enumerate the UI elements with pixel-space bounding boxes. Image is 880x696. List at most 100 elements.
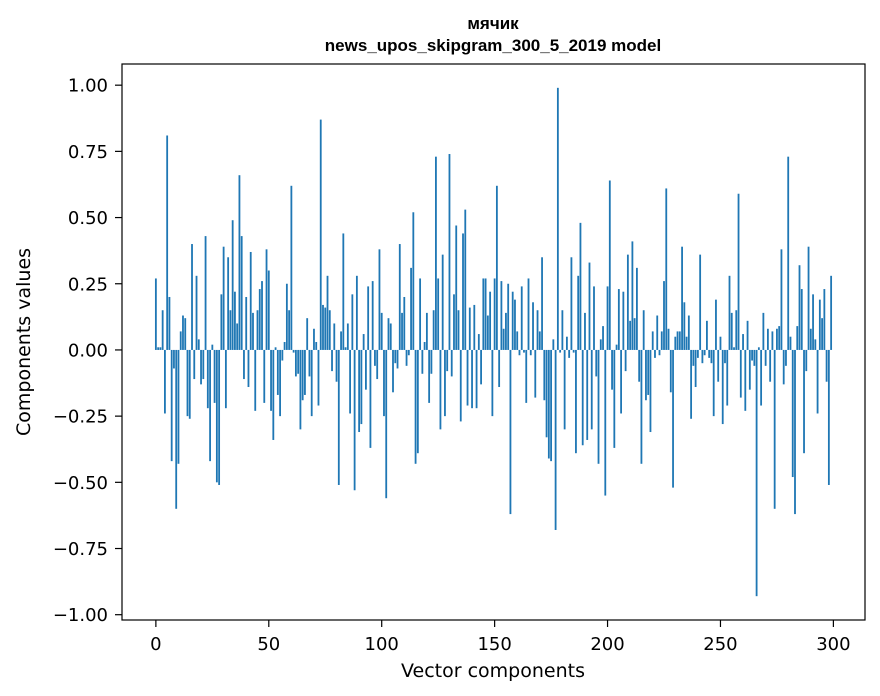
- bar: [527, 278, 530, 350]
- y-axis-label: Components values: [13, 248, 35, 436]
- bar: [317, 349, 320, 406]
- bar: [762, 312, 765, 350]
- bar: [315, 342, 318, 350]
- bar: [224, 349, 227, 409]
- bar: [362, 334, 365, 350]
- x-tick-label: 200: [590, 634, 624, 655]
- bar: [344, 347, 347, 350]
- bar: [563, 349, 566, 430]
- bar: [419, 278, 422, 350]
- bar: [392, 349, 394, 393]
- bar: [290, 185, 293, 350]
- bar: [814, 339, 817, 350]
- chart-subtitle: news_upos_skipgram_300_5_2019 model: [325, 36, 661, 55]
- bar: [234, 291, 236, 350]
- bar: [525, 349, 528, 403]
- bar: [550, 349, 552, 462]
- bar: [272, 349, 275, 440]
- bar: [796, 326, 799, 350]
- x-tick-label: 0: [150, 634, 161, 655]
- bar: [807, 246, 810, 350]
- bar: [159, 347, 162, 350]
- bar: [349, 349, 351, 414]
- bar: [218, 349, 221, 485]
- bar: [306, 318, 309, 350]
- bar: [554, 349, 557, 530]
- y-tick-label: 0.75: [68, 142, 108, 163]
- bar: [800, 289, 803, 350]
- bar: [642, 310, 645, 350]
- bar: [660, 331, 663, 350]
- bar: [516, 331, 519, 350]
- bar: [331, 349, 333, 372]
- bar: [821, 318, 823, 350]
- bar: [602, 326, 604, 350]
- bar: [568, 349, 571, 358]
- bar: [669, 349, 672, 393]
- bar: [505, 312, 507, 350]
- bar: [584, 312, 586, 350]
- bar: [595, 349, 598, 377]
- bar: [448, 154, 451, 350]
- bar: [771, 331, 774, 350]
- bar: [570, 257, 573, 350]
- bar: [355, 275, 358, 350]
- bar: [358, 349, 361, 433]
- bar: [403, 296, 406, 350]
- bar: [173, 349, 175, 369]
- bar: [615, 344, 618, 350]
- bar: [742, 334, 744, 350]
- bar: [389, 323, 392, 350]
- bar: [547, 349, 550, 459]
- bar: [739, 349, 742, 398]
- bar: [197, 339, 200, 350]
- bar: [281, 349, 284, 361]
- bar: [588, 262, 591, 350]
- bar: [412, 212, 415, 350]
- bar: [703, 349, 706, 356]
- bar: [805, 349, 808, 372]
- bar: [638, 349, 641, 382]
- bar: [520, 286, 523, 350]
- bar: [654, 349, 656, 358]
- bar: [685, 336, 688, 350]
- bar: [245, 296, 248, 350]
- bar: [166, 135, 169, 350]
- bar: [468, 307, 471, 350]
- bar: [712, 349, 715, 417]
- bar: [674, 336, 677, 350]
- bar: [385, 349, 388, 499]
- bar: [509, 349, 512, 515]
- bar: [825, 349, 828, 382]
- y-tick-label: 0.25: [68, 274, 108, 295]
- bar: [676, 331, 679, 350]
- bar: [236, 323, 239, 350]
- bar: [728, 275, 731, 350]
- bar: [710, 349, 713, 364]
- bar: [421, 349, 424, 374]
- bar: [416, 349, 419, 454]
- bar: [687, 315, 690, 350]
- bars-group: [154, 87, 833, 597]
- bar: [383, 349, 385, 417]
- bar: [256, 310, 259, 350]
- bar: [301, 349, 304, 401]
- bar: [656, 315, 659, 350]
- bar: [489, 291, 492, 350]
- bar: [450, 349, 453, 377]
- bar: [387, 318, 390, 350]
- bar: [184, 318, 187, 350]
- bar: [351, 294, 354, 350]
- bar: [401, 312, 403, 350]
- bar: [193, 349, 196, 380]
- bar: [649, 349, 652, 433]
- bar: [794, 349, 796, 515]
- bar: [613, 349, 616, 448]
- bar: [313, 328, 315, 350]
- chart-title: мячик: [467, 14, 519, 33]
- bar: [812, 294, 814, 350]
- bar: [624, 349, 627, 372]
- bar: [730, 312, 733, 350]
- bar: [220, 294, 223, 350]
